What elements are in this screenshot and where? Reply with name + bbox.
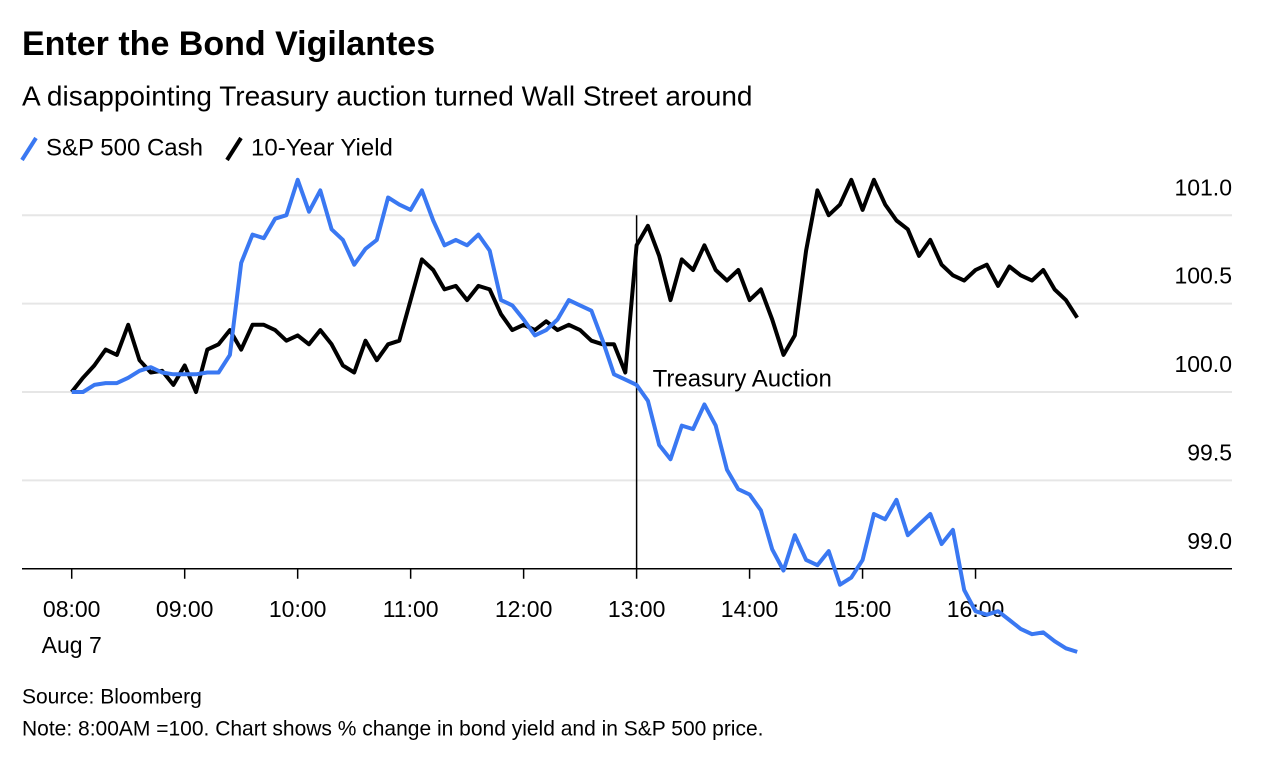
y-tick-label: 101.0 [1174,174,1232,200]
legend-swatch [225,136,243,162]
x-tick-label: 08:00 [43,596,101,622]
y-tick-label: 99.5 [1187,439,1232,465]
source: Source: Bloomberg [22,686,202,709]
x-tick-label: 13:00 [608,596,666,622]
y-tick-label: 100.5 [1174,263,1232,289]
x-tick-label: 09:00 [156,596,214,622]
chart-title: Enter the Bond Vigilantes [22,25,435,63]
annotation-label: Treasury Auction [653,365,832,392]
x-sublabel: Aug 7 [42,632,102,658]
legend-swatch [20,136,38,162]
chart-subtitle: A disappointing Treasury auction turned … [22,80,753,111]
legend-label: 10-Year Yield [251,134,393,161]
series-line [71,177,1078,654]
note: Note: 8:00AM =100. Chart shows % change … [22,718,764,741]
x-tick-label: 11:00 [383,596,439,622]
x-tick-label: 14:00 [721,596,779,622]
legend-label: S&P 500 Cash [46,134,203,161]
y-tick-label: 99.0 [1187,528,1232,554]
x-tick-label: 10:00 [269,596,327,622]
x-tick-label: 15:00 [834,596,892,622]
x-tick-label: 12:00 [495,596,553,622]
series-line [70,177,1079,394]
y-tick-label: 100.0 [1174,351,1232,377]
